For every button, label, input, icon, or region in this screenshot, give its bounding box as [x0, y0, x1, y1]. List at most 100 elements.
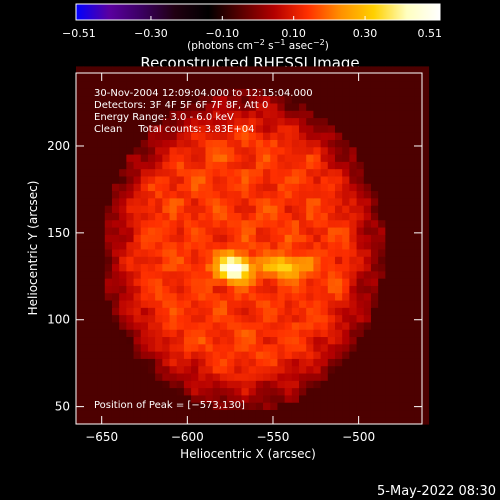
- heatmap-cell: [349, 409, 358, 418]
- heatmap-cell: [370, 380, 379, 389]
- heatmap-cell: [370, 80, 379, 89]
- heatmap-cell: [119, 124, 127, 133]
- heatmap-cell: [104, 66, 113, 75]
- heatmap-cell: [176, 205, 185, 213]
- heatmap-cell: [97, 168, 106, 177]
- heatmap-cell: [255, 248, 264, 257]
- heatmap-cell: [327, 372, 336, 381]
- heatmap-cell: [327, 161, 336, 170]
- heatmap-cell: [104, 263, 113, 272]
- heatmap-cell: [227, 307, 235, 316]
- heatmap-cell: [385, 372, 394, 381]
- heatmap-cell: [212, 183, 221, 192]
- heatmap-cell: [133, 329, 142, 338]
- heatmap-cell: [342, 102, 350, 111]
- heatmap-cell: [176, 270, 185, 279]
- heatmap-cell: [90, 124, 99, 133]
- heatmap-cell: [378, 358, 386, 367]
- heatmap-cell: [299, 256, 307, 265]
- heatmap-cell: [421, 351, 430, 359]
- heatmap-cell: [342, 321, 350, 330]
- heatmap-cell: [241, 248, 250, 257]
- heatmap-cell: [169, 248, 178, 257]
- heatmap-cell: [334, 146, 343, 155]
- heatmap-cell: [385, 299, 394, 308]
- heatmap-cell: [76, 168, 84, 177]
- heatmap-cell: [162, 416, 171, 425]
- heatmap-cell: [169, 307, 178, 316]
- heatmap-cell: [263, 329, 271, 338]
- heatmap-cell: [320, 387, 329, 396]
- heatmap-cell: [205, 80, 214, 89]
- heatmap-cell: [320, 241, 329, 250]
- heatmap-cell: [155, 234, 163, 243]
- heatmap-cell: [421, 402, 430, 411]
- heatmap-cell: [349, 292, 358, 301]
- heatmap-cell: [198, 314, 207, 323]
- heatmap-cell: [299, 212, 307, 221]
- heatmap-cell: [255, 292, 264, 301]
- heatmap-cell: [169, 132, 178, 140]
- heatmap-cell: [406, 292, 415, 301]
- heatmap-cell: [162, 402, 171, 411]
- units-exp-2: −1: [274, 38, 286, 47]
- heatmap-cell: [392, 66, 401, 75]
- heatmap-cell: [162, 256, 171, 265]
- heatmap-cell: [241, 292, 250, 301]
- colorbar-tick-label: −0.30: [134, 27, 168, 40]
- heatmap-cell: [191, 175, 199, 184]
- heatmap-cell: [205, 212, 214, 221]
- heatmap-cell: [97, 394, 106, 403]
- heatmap-cell: [421, 307, 430, 316]
- heatmap-cell: [198, 372, 207, 381]
- heatmap-cell: [241, 263, 250, 272]
- heatmap-cell: [284, 197, 293, 206]
- heatmap-cell: [169, 168, 178, 177]
- heatmap-cell: [399, 183, 408, 192]
- heatmap-cell: [248, 380, 257, 389]
- heatmap-cell: [162, 102, 171, 111]
- heatmap-cell: [277, 183, 286, 192]
- heatmap-cell: [392, 226, 401, 235]
- heatmap-cell: [241, 358, 250, 367]
- heatmap-cell: [263, 372, 271, 381]
- heatmap-cell: [119, 88, 127, 97]
- heatmap-cell: [320, 380, 329, 389]
- heatmap-cell: [334, 226, 343, 235]
- heatmap-cell: [133, 219, 142, 228]
- heatmap-cell: [97, 139, 106, 148]
- heatmap-cell: [97, 278, 106, 286]
- heatmap-cell: [248, 212, 257, 221]
- heatmap-cell: [119, 358, 127, 367]
- heatmap-cell: [155, 102, 163, 111]
- heatmap-cell: [291, 226, 300, 235]
- heatmap-cell: [133, 117, 142, 126]
- heatmap-cell: [392, 153, 401, 162]
- heatmap-cell: [385, 285, 394, 294]
- heatmap-cell: [299, 278, 307, 286]
- heatmap-cell: [227, 124, 235, 133]
- heatmap-cell: [421, 132, 430, 140]
- heatmap-cell: [356, 380, 365, 389]
- heatmap-cell: [104, 416, 113, 425]
- heatmap-cell: [313, 365, 322, 374]
- heatmap-cell: [212, 205, 221, 213]
- heatmap-cell: [183, 80, 192, 89]
- heatmap-cell: [147, 314, 156, 323]
- heatmap-cell: [370, 292, 379, 301]
- heatmap-cell: [342, 358, 350, 367]
- heatmap-cell: [370, 299, 379, 308]
- heatmap-cell: [349, 241, 358, 250]
- heatmap-cell: [270, 292, 279, 301]
- heatmap-cell: [392, 73, 401, 82]
- heatmap-cell: [327, 278, 336, 286]
- heatmap-cell: [155, 263, 163, 272]
- heatmap-cell: [198, 168, 207, 177]
- heatmap-cell: [162, 380, 171, 389]
- heatmap-cell: [356, 343, 365, 352]
- heatmap-cell: [183, 402, 192, 411]
- heatmap-cell: [133, 380, 142, 389]
- heatmap-cell: [155, 66, 163, 75]
- heatmap-cell: [263, 117, 271, 126]
- heatmap-cell: [241, 278, 250, 286]
